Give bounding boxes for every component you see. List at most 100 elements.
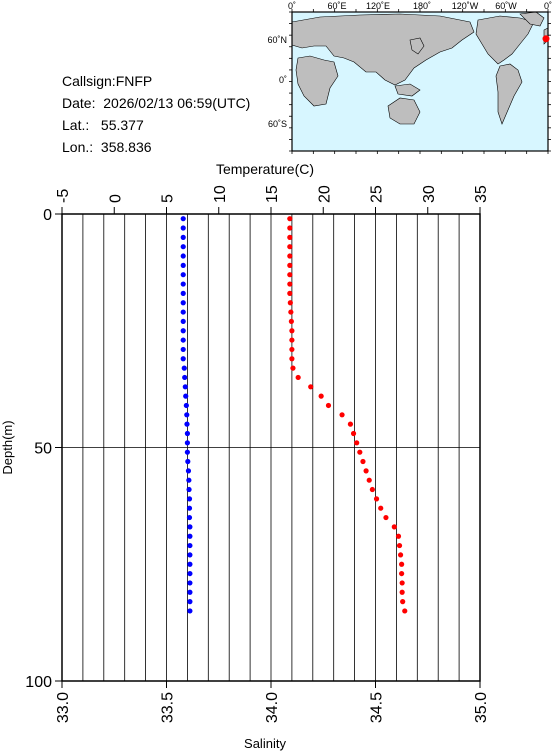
salinity-point xyxy=(185,468,192,474)
temperature-point xyxy=(308,384,314,390)
salinity-point xyxy=(183,402,189,409)
salinity-tick-label: 33.0 xyxy=(55,692,72,723)
temperature-tick-label: 30 xyxy=(421,185,438,203)
salinity-point xyxy=(186,496,193,502)
map-landmass xyxy=(409,37,425,55)
salinity-point xyxy=(187,599,193,605)
map-longitude-label: 0˚ xyxy=(544,1,552,11)
temperature-tick-label: 25 xyxy=(369,185,386,203)
temperature-point xyxy=(347,421,354,427)
salinity-point xyxy=(180,234,186,240)
temperature-point xyxy=(396,542,403,549)
temperature-point xyxy=(350,430,357,437)
temperature-tick-label: 35 xyxy=(473,185,490,203)
temperature-point xyxy=(289,346,295,353)
map-latitude-label: 60˚S xyxy=(268,119,287,129)
salinity-point xyxy=(187,570,193,577)
salinity-point xyxy=(184,440,190,446)
salinity-point xyxy=(182,374,188,381)
salinity-point xyxy=(180,262,186,268)
temperature-point xyxy=(357,449,363,455)
salinity-point xyxy=(186,477,192,483)
salinity-point xyxy=(184,449,190,455)
temperature-point xyxy=(295,374,301,381)
salinity-point xyxy=(187,561,193,567)
salinity-tick-label: 33.5 xyxy=(160,692,177,723)
salinity-point xyxy=(187,533,193,539)
lat-line: Lat.: 55.377 xyxy=(62,117,144,133)
temperature-point xyxy=(399,561,405,567)
temperature-point xyxy=(289,337,295,343)
salinity-axis-title: Salinity xyxy=(244,736,286,751)
depth-tick-label: 0 xyxy=(43,207,52,224)
salinity-point xyxy=(185,458,191,465)
temperature-tick-label: -5 xyxy=(55,189,72,203)
salinity-point xyxy=(184,412,190,418)
map-longitude-label: 120˚E xyxy=(366,1,390,11)
map-longitude-label: 180˚ xyxy=(413,1,431,11)
grid xyxy=(62,214,480,681)
salinity-point xyxy=(180,272,186,278)
temperature-tick-label: 5 xyxy=(160,194,177,203)
temperature-point xyxy=(318,393,324,399)
salinity-point xyxy=(184,421,190,427)
temperature-point xyxy=(339,412,345,418)
map-landmass xyxy=(495,63,523,125)
salinity-point xyxy=(180,318,186,325)
temperature-point xyxy=(395,533,402,539)
temperature-point xyxy=(287,244,293,250)
temperature-tick-label: 20 xyxy=(316,185,333,203)
temperature-tick-label: 10 xyxy=(212,185,229,203)
temperature-point xyxy=(287,225,293,231)
salinity-point xyxy=(180,300,186,306)
temperature-point xyxy=(378,505,384,511)
salinity-tick-label: 35.0 xyxy=(473,692,490,723)
plot-frame xyxy=(61,213,481,682)
map-landmass xyxy=(295,55,339,107)
salinity-point xyxy=(180,328,186,334)
temperature-tick-label: 15 xyxy=(264,185,281,203)
temperature-point xyxy=(402,608,408,614)
temperature-point xyxy=(289,356,295,362)
temperature-axis-title: Temperature(C) xyxy=(216,161,314,177)
salinity-point xyxy=(180,356,186,362)
station-info: Callsign:FNFP Date: 2026/02/13 06:59(UTC… xyxy=(62,70,250,158)
map-longitude-label: 60˚E xyxy=(327,1,346,11)
map-landmass xyxy=(387,97,421,125)
temperature-point xyxy=(287,281,293,287)
salinity-point xyxy=(180,346,186,353)
salinity-point xyxy=(186,514,193,521)
temperature-point xyxy=(400,599,406,605)
temperature-point xyxy=(288,318,294,325)
callsign-line: Callsign:FNFP xyxy=(62,73,153,89)
salinity-point xyxy=(180,281,186,287)
temperature-point xyxy=(354,440,360,446)
salinity-point xyxy=(180,253,186,259)
temperature-point xyxy=(288,309,294,315)
lon-line: Lon.: 358.836 xyxy=(62,139,152,155)
data-points xyxy=(180,216,408,614)
depth-tick-label: 50 xyxy=(34,441,52,458)
salinity-point xyxy=(182,384,188,390)
salinity-point xyxy=(186,486,192,493)
salinity-point xyxy=(187,589,193,595)
salinity-point xyxy=(186,505,193,511)
world-map: 0˚ 60˚E 120˚E 180˚ 120˚W 60˚W 0˚ 60˚N 0˚ 60˚S xyxy=(267,1,552,154)
salinity-point xyxy=(181,365,187,371)
depth-tick-label: 100 xyxy=(25,674,52,691)
temperature-tick-label: 0 xyxy=(107,194,124,203)
salinity-point xyxy=(180,309,186,315)
map-landmass xyxy=(291,13,475,86)
temperature-point xyxy=(289,328,295,334)
salinity-point xyxy=(180,290,186,296)
salinity-point xyxy=(187,580,193,586)
temperature-point xyxy=(287,253,293,259)
temperature-point xyxy=(366,477,372,483)
depth-axis-title: Depth(m) xyxy=(0,420,15,474)
salinity-point xyxy=(187,524,193,530)
salinity-point xyxy=(180,225,186,231)
salinity-point xyxy=(180,337,186,343)
temperature-point xyxy=(287,262,293,268)
